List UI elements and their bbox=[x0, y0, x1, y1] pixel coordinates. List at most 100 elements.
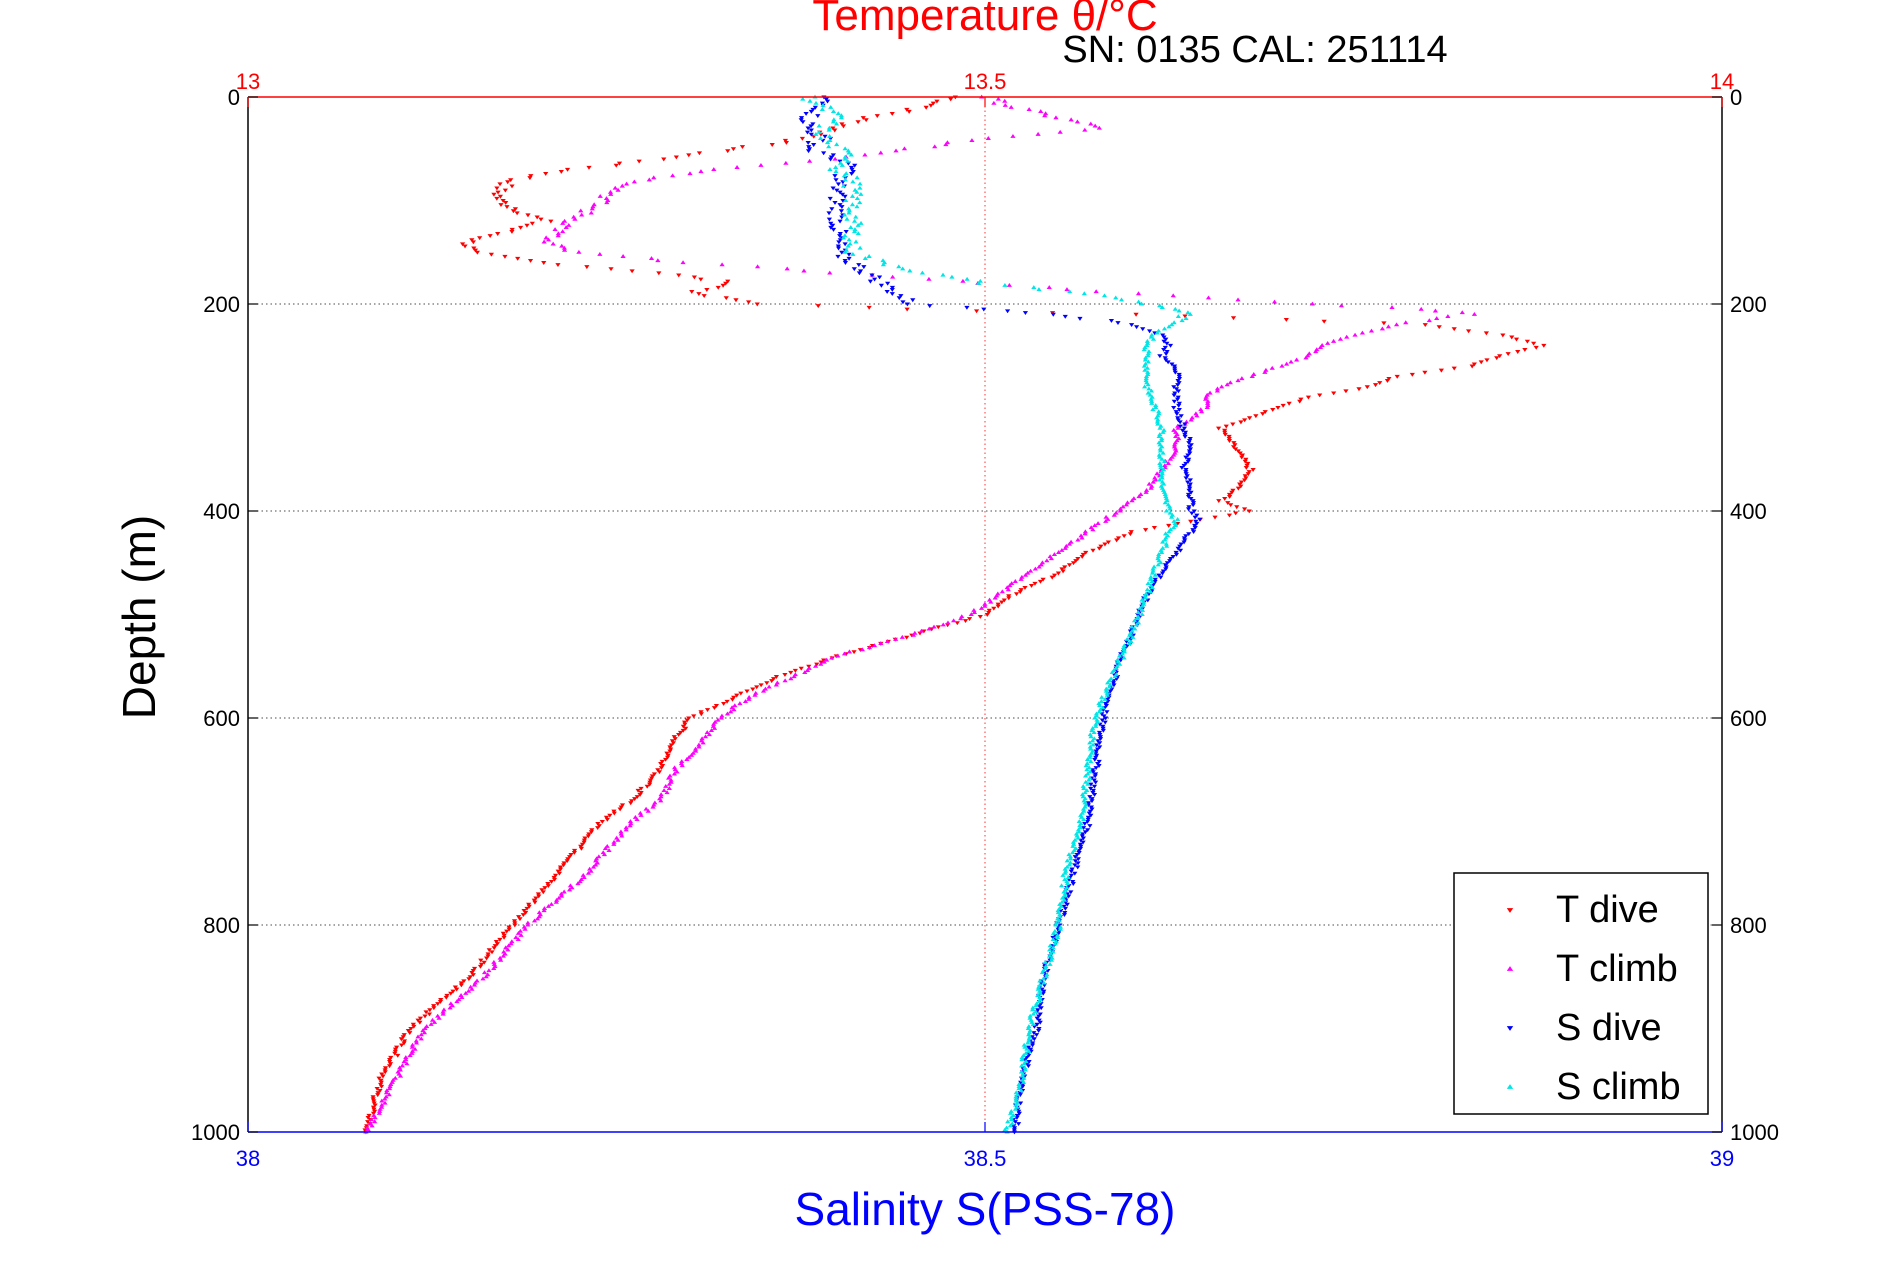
data-point-s-dive bbox=[884, 290, 890, 294]
data-point-t-dive bbox=[792, 668, 798, 673]
data-point-t-climb bbox=[1338, 303, 1345, 308]
data-point-t-dive bbox=[962, 619, 969, 624]
data-point-s-climb bbox=[1033, 1003, 1039, 1008]
data-point-s-climb bbox=[1081, 291, 1087, 296]
data-point-t-dive bbox=[410, 1022, 416, 1027]
data-point-s-climb bbox=[800, 96, 806, 101]
data-point-t-dive bbox=[524, 906, 530, 911]
data-point-t-climb bbox=[728, 709, 734, 714]
data-point-t-climb bbox=[1090, 527, 1096, 532]
data-point-s-dive bbox=[1096, 759, 1102, 764]
data-point-t-climb bbox=[615, 187, 621, 192]
data-point-s-climb bbox=[1013, 1094, 1019, 1099]
data-point-t-dive bbox=[671, 735, 677, 739]
data-point-s-dive bbox=[1069, 867, 1075, 872]
data-point-t-dive bbox=[488, 252, 494, 257]
data-point-s-climb bbox=[1148, 388, 1155, 393]
data-point-t-climb bbox=[379, 1098, 385, 1103]
data-point-t-dive bbox=[1541, 343, 1547, 348]
data-point-s-climb bbox=[1068, 856, 1074, 861]
data-point-t-dive bbox=[676, 273, 682, 278]
data-point-s-climb bbox=[1162, 492, 1168, 496]
data-point-s-climb bbox=[826, 127, 832, 132]
data-point-t-dive bbox=[629, 269, 635, 274]
data-point-t-dive bbox=[504, 205, 510, 210]
data-point-s-climb bbox=[1103, 686, 1109, 691]
data-point-s-climb bbox=[1010, 1113, 1017, 1117]
data-point-t-dive bbox=[1509, 335, 1515, 340]
data-point-t-dive bbox=[1216, 499, 1222, 503]
data-point-t-dive bbox=[1017, 590, 1023, 595]
data-point-s-climb bbox=[1142, 384, 1148, 389]
data-point-t-climb bbox=[531, 918, 538, 923]
data-point-t-climb bbox=[447, 1005, 453, 1010]
data-point-s-climb bbox=[1141, 363, 1147, 368]
data-point-t-climb bbox=[465, 988, 472, 993]
data-point-s-dive bbox=[1181, 536, 1187, 541]
data-point-s-dive bbox=[1036, 1029, 1042, 1033]
data-point-t-climb bbox=[758, 162, 764, 167]
data-point-t-dive bbox=[497, 182, 503, 187]
data-point-t-climb bbox=[399, 1063, 405, 1068]
data-point-s-climb bbox=[1070, 850, 1076, 855]
data-point-t-climb bbox=[515, 930, 522, 935]
data-point-t-dive bbox=[370, 1095, 376, 1100]
data-point-t-dive bbox=[589, 828, 595, 833]
data-point-s-climb bbox=[1142, 367, 1148, 372]
data-point-s-climb bbox=[880, 262, 887, 267]
data-point-t-climb bbox=[554, 897, 560, 902]
data-point-t-dive bbox=[799, 136, 805, 141]
data-point-t-climb bbox=[552, 227, 558, 232]
data-point-s-climb bbox=[1172, 306, 1178, 311]
data-point-t-climb bbox=[481, 970, 488, 975]
data-point-t-dive bbox=[534, 215, 540, 220]
data-point-t-climb bbox=[561, 247, 568, 252]
data-point-t-dive bbox=[866, 305, 872, 310]
data-point-s-dive bbox=[808, 124, 814, 129]
data-point-s-climb bbox=[1062, 893, 1068, 898]
data-point-s-climb bbox=[1121, 647, 1127, 652]
data-point-t-dive bbox=[556, 871, 563, 876]
data-point-t-dive bbox=[769, 143, 775, 147]
data-point-t-climb bbox=[995, 96, 1001, 101]
data-point-t-climb bbox=[926, 276, 932, 281]
data-point-t-dive bbox=[1364, 385, 1370, 390]
data-point-s-dive bbox=[810, 107, 816, 112]
data-point-s-climb bbox=[1150, 336, 1157, 341]
data-point-t-dive bbox=[514, 211, 520, 216]
data-point-t-dive bbox=[855, 120, 861, 125]
data-point-t-climb bbox=[1062, 545, 1068, 550]
data-point-t-dive bbox=[1245, 472, 1251, 477]
data-point-t-climb bbox=[684, 757, 690, 761]
data-point-s-climb bbox=[1090, 742, 1096, 747]
data-point-s-climb bbox=[1052, 941, 1058, 946]
data-point-t-dive bbox=[408, 1026, 414, 1031]
data-point-t-dive bbox=[536, 894, 542, 899]
data-point-t-dive bbox=[1227, 494, 1233, 499]
data-point-t-dive bbox=[1260, 412, 1266, 417]
data-point-s-dive bbox=[828, 155, 835, 160]
data-point-t-dive bbox=[1073, 559, 1079, 564]
data-point-t-dive bbox=[613, 163, 619, 168]
data-point-s-dive bbox=[1085, 801, 1092, 806]
data-point-t-dive bbox=[636, 159, 642, 164]
data-point-s-climb bbox=[820, 102, 826, 107]
data-point-s-climb bbox=[1002, 1127, 1008, 1132]
data-point-t-climb bbox=[627, 819, 634, 824]
data-point-s-climb bbox=[1166, 529, 1172, 534]
data-point-s-dive bbox=[861, 265, 867, 270]
data-point-t-climb bbox=[508, 941, 514, 946]
data-point-t-dive bbox=[512, 921, 518, 926]
data-point-t-dive bbox=[1222, 428, 1228, 433]
data-point-s-climb bbox=[1080, 783, 1086, 788]
data-point-t-dive bbox=[458, 983, 464, 988]
data-point-t-dive bbox=[986, 608, 992, 613]
data-point-t-climb bbox=[418, 1036, 424, 1041]
data-point-t-dive bbox=[371, 1101, 377, 1106]
data-point-t-climb bbox=[560, 220, 566, 225]
data-point-t-climb bbox=[1171, 427, 1177, 432]
data-point-t-climb bbox=[491, 966, 497, 971]
data-point-t-dive bbox=[1483, 331, 1489, 336]
data-point-t-climb bbox=[1262, 369, 1268, 374]
data-point-s-dive bbox=[1096, 730, 1103, 735]
